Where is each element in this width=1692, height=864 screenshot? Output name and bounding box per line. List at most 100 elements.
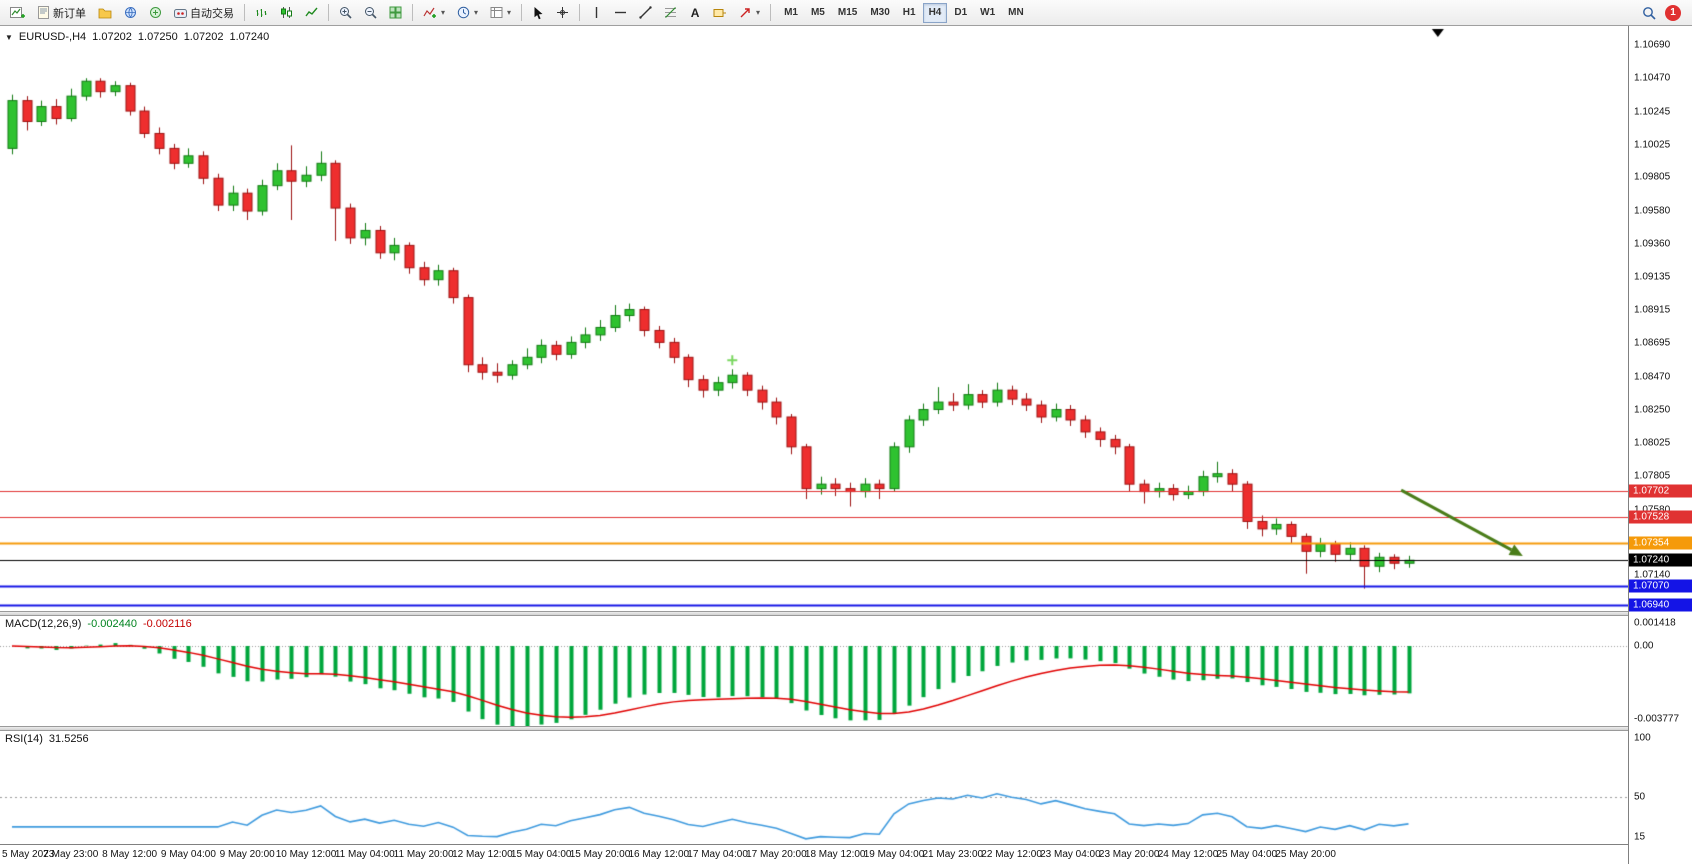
price-axis-label: 1.08695 [1634, 337, 1671, 349]
autotrading-button[interactable]: 自动交易 [169, 2, 239, 24]
toolbar-separator [579, 4, 581, 21]
time-axis-label: 10 May 12:00 [275, 849, 337, 860]
fibonacci-icon [664, 6, 677, 19]
text-label-icon [713, 7, 727, 19]
price-axis-label: 1.07140 [1634, 569, 1671, 581]
fibonacci-button[interactable] [659, 2, 682, 24]
arrows-button[interactable]: ▾ [734, 2, 765, 24]
main-toolbar: 新订单 自动交易 [0, 0, 1692, 26]
timeframe-button-h1[interactable]: H1 [897, 3, 922, 23]
zoom-out-button[interactable] [359, 2, 382, 24]
time-axis-label: 15 May 20:00 [569, 849, 631, 860]
time-axis-label: 23 May 04:00 [1040, 849, 1101, 860]
macd-pane-canvas[interactable] [0, 616, 1628, 726]
macd-main-value: -0.002440 [87, 618, 137, 630]
indicators-icon [423, 6, 437, 19]
toolbar-separator [521, 4, 523, 21]
time-axis-label: 5 May 2023 [2, 849, 55, 860]
text-label-button[interactable] [708, 2, 732, 24]
trendline-button[interactable] [634, 2, 657, 24]
price-axis[interactable]: 1.10690 1.10470 1.10245 1.10025 1.09805 1.095… [1628, 26, 1692, 864]
text-button[interactable]: A [684, 2, 706, 24]
price-level-tag: 1.06940 [1629, 598, 1692, 612]
navigator-button[interactable] [144, 2, 167, 24]
indicators-button[interactable]: ▾ [418, 2, 450, 24]
chart-high-value: 1.07250 [137, 31, 178, 43]
timeframe-button-m15[interactable]: M15 [832, 3, 863, 23]
horizontal-line-icon [614, 8, 627, 17]
new-order-button[interactable]: 新订单 [32, 2, 91, 24]
price-axis-label: 1.09580 [1634, 205, 1671, 217]
vertical-line-button[interactable] [585, 2, 607, 24]
periods-button[interactable]: ▾ [452, 2, 483, 24]
time-axis-label: 21 May 23:00 [922, 849, 984, 860]
search-button[interactable] [1637, 2, 1661, 24]
chart-open-value: 1.07202 [92, 31, 132, 43]
chevron-down-icon: ▾ [507, 8, 512, 17]
timeframe-toolbar: M1 M5 M15 M30 H1 H4 D1 W1 MN [778, 2, 1030, 23]
timeframe-button-h4[interactable]: H4 [922, 2, 948, 23]
time-axis-label: 23 May 20:00 [1098, 849, 1160, 860]
timeframe-button-w1[interactable]: W1 [974, 3, 1001, 23]
pane-splitter[interactable] [0, 726, 1628, 731]
time-axis-label: 16 May 12:00 [628, 849, 690, 860]
timeframe-button-m1[interactable]: M1 [778, 3, 804, 23]
vertical-line-icon [592, 6, 601, 19]
market-watch-icon [124, 6, 137, 19]
time-axis-label: 22 May 12:00 [981, 849, 1042, 860]
price-chart-canvas[interactable] [0, 26, 1628, 611]
timeframe-button-d1[interactable]: D1 [948, 3, 973, 23]
price-axis-label: 1.10025 [1634, 139, 1671, 151]
plot-column: 5 May 2023 7 May 23:00 8 May 12:00 9 May 04… [0, 26, 1628, 864]
price-axis-label: 1.10245 [1634, 106, 1671, 118]
arrow-object-icon [739, 6, 752, 19]
profiles-icon [98, 7, 112, 19]
price-axis-label: 0.00 [1634, 640, 1654, 652]
search-icon [1642, 6, 1656, 20]
market-watch-button[interactable] [119, 2, 142, 24]
cursor-button[interactable] [527, 2, 549, 24]
toolbar-separator [770, 4, 772, 21]
time-axis-label: 24 May 12:00 [1157, 849, 1219, 860]
new-order-label: 新订单 [53, 7, 86, 20]
chart-header: ▼ EURUSD-,H4 1.07202 1.07250 1.07202 1.0… [5, 31, 269, 43]
price-level-tag: 1.07702 [1629, 484, 1692, 498]
pane-splitter[interactable] [0, 611, 1628, 616]
timeframe-button-m5[interactable]: M5 [805, 3, 831, 23]
timeframe-button-m30[interactable]: M30 [864, 3, 895, 23]
text-icon: A [690, 5, 700, 20]
new-chart-button[interactable] [5, 2, 30, 24]
new-order-icon [37, 6, 50, 19]
crosshair-button[interactable] [551, 2, 574, 24]
time-axis-label: 17 May 04:00 [687, 849, 748, 860]
profiles-button[interactable] [93, 2, 117, 24]
time-axis-label: 25 May 04:00 [1216, 849, 1278, 860]
time-axis-label: 8 May 12:00 [102, 849, 158, 860]
cursor-icon [533, 6, 544, 20]
zoom-in-button[interactable] [334, 2, 357, 24]
rsi-pane-canvas[interactable] [0, 731, 1628, 844]
price-axis-label: 100 [1634, 732, 1651, 744]
horizontal-line-button[interactable] [609, 2, 632, 24]
trendline-icon [639, 6, 652, 19]
autotrading-icon [174, 7, 187, 19]
time-axis-label: 11 May 04:00 [334, 849, 395, 860]
navigator-icon [149, 6, 162, 19]
price-axis-label: 1.08025 [1634, 437, 1671, 449]
line-chart-button[interactable] [300, 2, 323, 24]
tile-windows-button[interactable] [384, 2, 407, 24]
time-axis-label: 9 May 04:00 [160, 849, 216, 860]
notification-badge[interactable]: 1 [1665, 4, 1681, 21]
candlestick-button[interactable] [275, 2, 298, 24]
price-axis-label: 50 [1634, 791, 1646, 803]
price-level-tag: 1.07528 [1629, 510, 1692, 524]
rsi-label: RSI(14) 31.5256 [5, 733, 89, 745]
time-axis[interactable]: 5 May 2023 7 May 23:00 8 May 12:00 9 May 04… [0, 844, 1628, 864]
price-axis-label: 1.09135 [1634, 271, 1671, 283]
bar-chart-button[interactable] [250, 2, 273, 24]
timeframe-button-mn[interactable]: MN [1002, 3, 1030, 23]
templates-button[interactable]: ▾ [485, 2, 516, 24]
time-axis-label: 12 May 12:00 [452, 849, 513, 860]
collapse-chart-icon[interactable]: ▼ [5, 32, 13, 42]
